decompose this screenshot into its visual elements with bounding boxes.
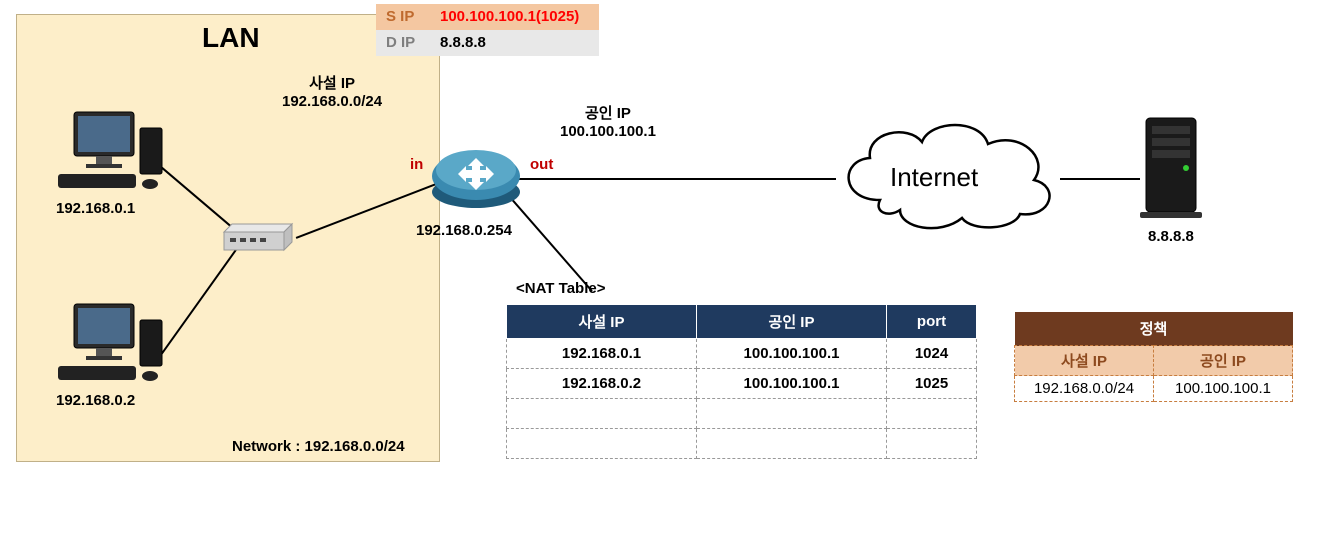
nat-header-cell: 공인 IP (697, 305, 887, 339)
router-private-label: 사설 IP 192.168.0.0/24 (282, 72, 382, 110)
policy-cell: 192.168.0.0/24 (1015, 376, 1154, 402)
policy-header-cell: 사설 IP (1015, 346, 1154, 376)
server-ip: 8.8.8.8 (1148, 228, 1194, 245)
router-public-label: 공인 IP 100.100.100.1 (560, 102, 656, 140)
switch-icon (218, 222, 298, 256)
nat-cell (697, 429, 887, 459)
nat-cell: 1025 (887, 369, 977, 399)
nat-cell: 192.168.0.2 (507, 369, 697, 399)
nat-header-cell: port (887, 305, 977, 339)
nat-title: <NAT Table> (516, 280, 605, 297)
network-label: Network : 192.168.0.0/24 (232, 438, 405, 455)
nat-cell (887, 429, 977, 459)
nat-cell: 100.100.100.1 (697, 369, 887, 399)
nat-header-cell: 사설 IP (507, 305, 697, 339)
router-in-label: in (410, 156, 423, 173)
packet-label: S IP (376, 4, 434, 30)
table-row: 192.168.0.1100.100.100.11024 (507, 339, 977, 369)
table-row (507, 429, 977, 459)
router-ip: 192.168.0.254 (416, 222, 512, 239)
server-icon (1136, 112, 1212, 222)
pc1-icon (56, 108, 166, 194)
packet-row: D IP8.8.8.8 (376, 30, 599, 56)
connection-line (518, 178, 836, 180)
internet-label: Internet (890, 162, 978, 193)
table-row: 192.168.0.0/24100.100.100.1 (1015, 376, 1293, 402)
pc2-icon (56, 300, 166, 386)
nat-cell: 1024 (887, 339, 977, 369)
table-row: 192.168.0.2100.100.100.11025 (507, 369, 977, 399)
nat-cell: 100.100.100.1 (697, 339, 887, 369)
router-icon (428, 140, 524, 214)
policy-title: 정책 (1015, 312, 1293, 346)
packet-box: S IP100.100.100.1(1025)D IP8.8.8.8 (376, 4, 599, 56)
pc2-ip: 192.168.0.2 (56, 392, 135, 409)
policy-cell: 100.100.100.1 (1154, 376, 1293, 402)
nat-cell (887, 399, 977, 429)
connection-line (1060, 178, 1140, 180)
nat-cell (507, 399, 697, 429)
nat-table: 사설 IP공인 IPport 192.168.0.1100.100.100.11… (506, 304, 977, 459)
nat-cell: 192.168.0.1 (507, 339, 697, 369)
packet-row: S IP100.100.100.1(1025) (376, 4, 599, 30)
policy-header-cell: 공인 IP (1154, 346, 1293, 376)
policy-table: 정책 사설 IP공인 IP 192.168.0.0/24100.100.100.… (1014, 312, 1293, 402)
packet-value: 100.100.100.1(1025) (434, 4, 599, 30)
table-row (507, 399, 977, 429)
packet-label: D IP (376, 30, 434, 56)
router-out-label: out (530, 156, 553, 173)
pc1-ip: 192.168.0.1 (56, 200, 135, 217)
lan-title: LAN (202, 22, 260, 54)
packet-value: 8.8.8.8 (434, 30, 599, 56)
nat-cell (697, 399, 887, 429)
nat-cell (507, 429, 697, 459)
